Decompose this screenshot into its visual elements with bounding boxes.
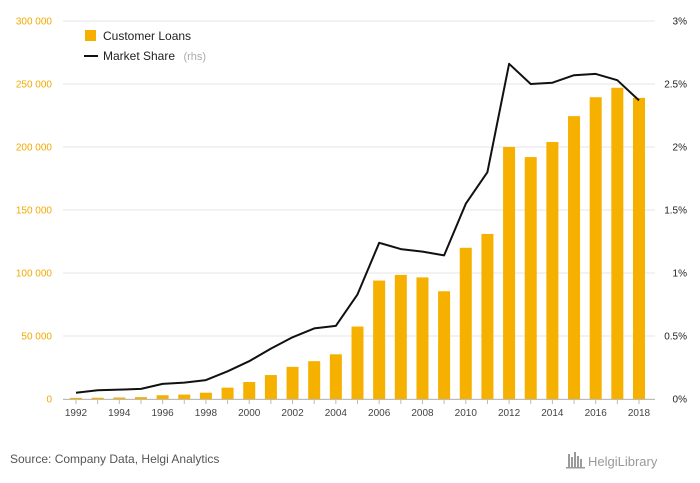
x-tick-label: 2010 xyxy=(455,408,478,419)
x-tick-label: 2014 xyxy=(541,408,564,419)
line-market-share xyxy=(75,62,640,394)
bar xyxy=(373,280,386,399)
bar xyxy=(416,277,429,399)
bar xyxy=(70,397,82,399)
x-tick-label: 1994 xyxy=(108,408,131,419)
x-tick-label: 1998 xyxy=(195,408,218,419)
bar xyxy=(178,394,191,399)
bar xyxy=(199,392,212,399)
bar xyxy=(243,381,256,399)
x-tick-label: 2016 xyxy=(585,408,608,419)
bar xyxy=(459,247,472,399)
x-tick-label: 1996 xyxy=(151,408,174,419)
y-axis-right: 0% 0.5% 1% 1.5% 2% 2.5% 3% xyxy=(664,17,687,406)
y-left-tick-label: 50 000 xyxy=(21,332,52,343)
bar xyxy=(438,291,451,399)
legend-label-market-share: Market Share (rhs) xyxy=(103,47,206,64)
bar xyxy=(611,87,624,399)
y-left-tick-label: 100 000 xyxy=(16,269,53,280)
brand-name: HelgiLibrary xyxy=(588,454,658,469)
y-right-tick-label: 1.5% xyxy=(664,206,687,217)
bars-customer-loans xyxy=(70,87,645,400)
legend-market-share-name: Market Share xyxy=(103,49,175,63)
bar xyxy=(286,366,299,399)
y-right-tick-label: 2% xyxy=(673,143,688,154)
y-left-tick-label: 300 000 xyxy=(16,17,53,28)
market-share-line xyxy=(75,62,640,394)
x-tick-label: 2012 xyxy=(498,408,521,419)
y-left-tick-label: 0 xyxy=(46,395,52,406)
legend: Customer Loans Market Share (rhs) xyxy=(84,29,206,64)
bar xyxy=(481,233,494,399)
legend-market-share-unit: (rhs) xyxy=(183,51,206,63)
source-note: Source: Company Data, Helgi Analytics xyxy=(10,452,219,466)
bar xyxy=(308,361,321,399)
y-axis-left: 0 50 000 100 000 150 000 200 000 250 000 300 0… xyxy=(16,17,53,406)
bar xyxy=(503,147,516,399)
gridlines xyxy=(63,20,655,400)
y-right-tick-label: 3% xyxy=(673,17,688,28)
x-tick-label: 2000 xyxy=(238,408,261,419)
bar xyxy=(91,397,104,399)
brand-logo: HelgiLibrary xyxy=(566,452,658,469)
legend-swatch-customer-loans xyxy=(85,30,96,41)
y-right-tick-label: 0% xyxy=(673,395,688,406)
bar xyxy=(221,387,234,399)
bar xyxy=(264,375,277,399)
bar xyxy=(589,97,602,399)
bar xyxy=(351,326,364,399)
y-left-tick-label: 250 000 xyxy=(16,80,53,91)
x-tick-label: 2002 xyxy=(281,408,304,419)
bar xyxy=(156,395,169,399)
y-left-tick-label: 150 000 xyxy=(16,206,53,217)
y-right-tick-label: 0.5% xyxy=(664,332,687,343)
bar xyxy=(113,397,126,399)
bar xyxy=(524,157,537,399)
bar xyxy=(633,97,645,400)
x-tick-label: 2008 xyxy=(411,408,434,419)
x-tick-label: 2004 xyxy=(325,408,348,419)
legend-label-customer-loans: Customer Loans xyxy=(103,29,191,43)
bar xyxy=(394,274,407,399)
library-icon xyxy=(566,452,585,469)
x-tick-label: 1992 xyxy=(65,408,88,419)
x-axis: 1992 1994 1996 1998 2000 2002 2004 2006 2008 2010… xyxy=(63,399,655,419)
y-left-tick-label: 200 000 xyxy=(16,143,53,154)
bar xyxy=(546,141,559,399)
bar xyxy=(134,397,147,399)
bar xyxy=(329,354,342,399)
x-tick-label: 2006 xyxy=(368,408,391,419)
y-right-tick-label: 1% xyxy=(673,269,688,280)
x-tick-label: 2018 xyxy=(628,408,651,419)
bar xyxy=(568,116,581,399)
y-right-tick-label: 2.5% xyxy=(664,80,687,91)
